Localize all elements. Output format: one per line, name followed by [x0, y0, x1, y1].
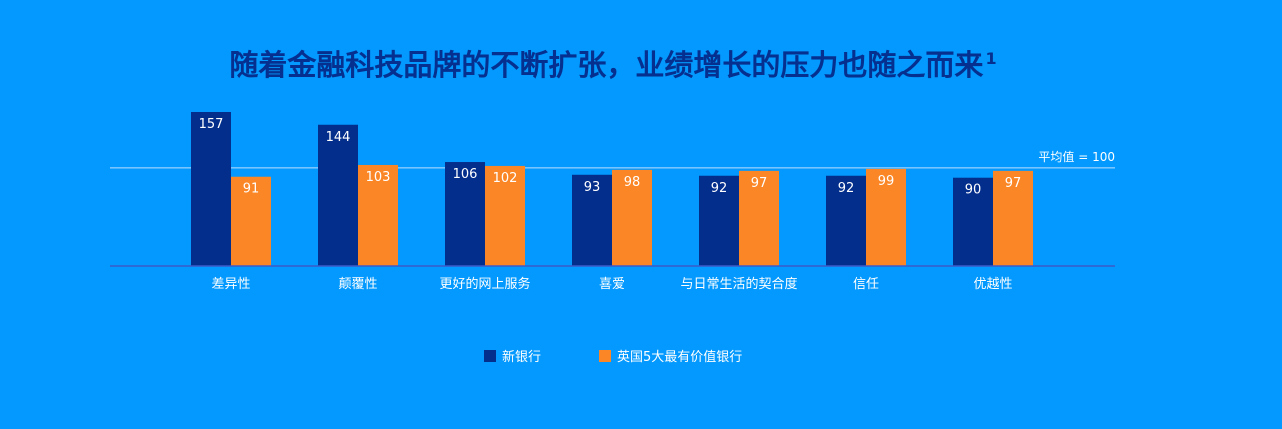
bar-new-bank-6	[953, 177, 993, 266]
data-label-new-bank-6: 90	[965, 183, 982, 198]
bar-new-bank-0	[191, 112, 231, 266]
data-label-new-bank-3: 93	[584, 180, 601, 195]
category-label-2: 更好的网上服务	[439, 276, 530, 292]
bar-top5-6	[993, 170, 1033, 266]
data-label-top5-5: 99	[878, 174, 895, 189]
category-label-1: 颠覆性	[338, 277, 377, 292]
data-label-top5-6: 97	[1005, 176, 1022, 191]
data-label-new-bank-0: 157	[199, 117, 224, 132]
legend-label-new-bank: 新银行	[502, 350, 542, 365]
data-label-top5-3: 98	[624, 175, 641, 190]
category-label-4: 与日常生活的契合度	[680, 276, 797, 292]
data-label-new-bank-4: 92	[711, 181, 728, 196]
legend: 新银行 英国5大最有价值银行	[0, 346, 1282, 366]
data-label-new-bank-5: 92	[838, 181, 855, 196]
data-label-top5-4: 97	[751, 176, 768, 191]
bar-new-bank-4	[699, 175, 739, 266]
bar-top5-3	[612, 169, 652, 266]
title-footnote: 1	[985, 49, 997, 69]
data-label-new-bank-1: 144	[326, 130, 351, 145]
bar-new-bank-1	[318, 124, 358, 267]
bar-top5-5	[866, 168, 906, 266]
legend-label-top5: 英国5大最有价值银行	[617, 350, 743, 365]
category-label-6: 优越性	[973, 277, 1012, 292]
bar-top5-1	[358, 164, 398, 266]
chart-title: 随着金融科技品牌的不断扩张，业绩增长的压力也随之而来 1	[0, 42, 1226, 84]
data-label-top5-0: 91	[243, 182, 260, 197]
category-label-0: 差异性	[211, 277, 250, 292]
chart-title-text: 随着金融科技品牌的不断扩张，业绩增长的压力也随之而来	[229, 48, 984, 82]
category-label-5: 信任	[853, 277, 879, 292]
bar-top5-2	[485, 165, 525, 266]
category-label-3: 喜爱	[599, 277, 625, 292]
data-label-new-bank-2: 106	[453, 167, 478, 182]
bar-new-bank-3	[572, 174, 612, 266]
bar-new-bank-5	[826, 175, 866, 266]
legend-item-new-bank: 新银行	[484, 346, 541, 365]
legend-item-top5: 英国5大最有价值银行	[599, 346, 742, 365]
bar-top5-4	[739, 170, 779, 266]
bar-top5-0	[231, 176, 271, 266]
legend-swatch-new-bank	[484, 349, 496, 362]
data-label-top5-2: 102	[493, 171, 518, 186]
data-label-top5-1: 103	[366, 170, 391, 185]
legend-swatch-top5	[599, 349, 611, 362]
reference-label: 平均值 = 100	[1038, 149, 1115, 164]
bar-new-bank-2	[445, 162, 485, 266]
